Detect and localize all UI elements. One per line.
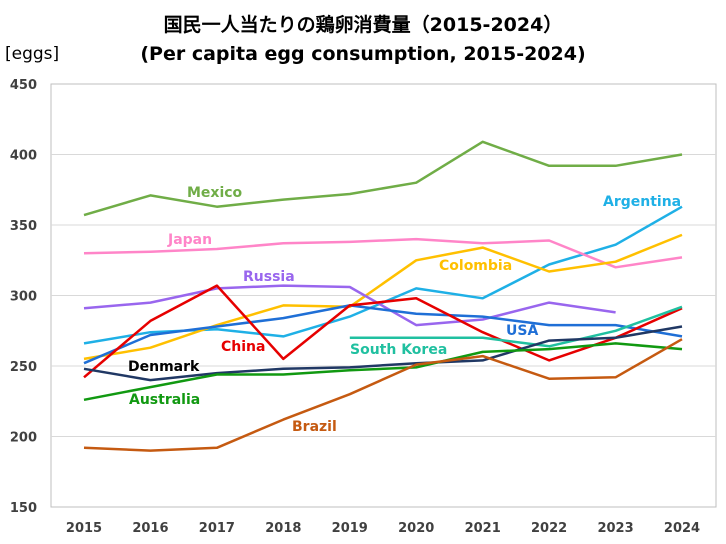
series-line-denmark (83, 325, 683, 382)
x-tick-label: 2020 (398, 521, 434, 536)
y-tick-label: 450 (10, 78, 37, 93)
x-tick-label: 2015 (66, 521, 102, 536)
x-tick-label: 2019 (332, 521, 368, 536)
x-tick-label: 2021 (465, 521, 501, 536)
series-line-south-korea (349, 305, 683, 348)
series-label-japan: Japan (167, 232, 212, 248)
series-label-china: China (221, 339, 265, 355)
series-line-colombia (83, 233, 683, 361)
series-line-japan (83, 237, 683, 269)
y-tick-label: 300 (10, 290, 37, 305)
series-line-australia (83, 342, 683, 402)
series-label-south-korea: South Korea (350, 342, 447, 358)
y-tick-label: 150 (10, 501, 37, 516)
series-label-brazil: Brazil (292, 419, 337, 435)
series-label-denmark: Denmark (128, 359, 200, 375)
series-line-usa (83, 304, 683, 365)
y-tick-label: 400 (10, 149, 37, 164)
series-line-brazil (83, 338, 683, 452)
y-tick-label: 350 (10, 219, 37, 234)
chart-title: 国民一人当たりの鶏卵消費量（2015-2024） (163, 14, 563, 36)
series-line-mexico (83, 140, 683, 217)
series-line-russia (83, 284, 616, 327)
x-tick-label: 2017 (199, 521, 235, 536)
series-label-usa: USA (506, 323, 538, 339)
series-label-colombia: Colombia (439, 258, 512, 274)
y-tick-label: 250 (10, 360, 37, 375)
y-tick-label: 200 (10, 431, 37, 446)
series-label-argentina: Argentina (603, 194, 681, 210)
series-line-china (83, 284, 683, 379)
x-tick-label: 2022 (531, 521, 567, 536)
x-tick-label: 2018 (265, 521, 301, 536)
series-label-russia: Russia (243, 269, 295, 285)
series-label-australia: Australia (129, 392, 200, 408)
x-tick-label: 2023 (597, 521, 633, 536)
x-tick-label: 2024 (664, 521, 700, 536)
y-axis-unit-label: [eggs] (5, 44, 60, 64)
x-tick-label: 2016 (132, 521, 168, 536)
series-label-mexico: Mexico (187, 185, 243, 201)
chart-subtitle: (Per capita egg consumption, 2015-2024) (140, 43, 586, 65)
